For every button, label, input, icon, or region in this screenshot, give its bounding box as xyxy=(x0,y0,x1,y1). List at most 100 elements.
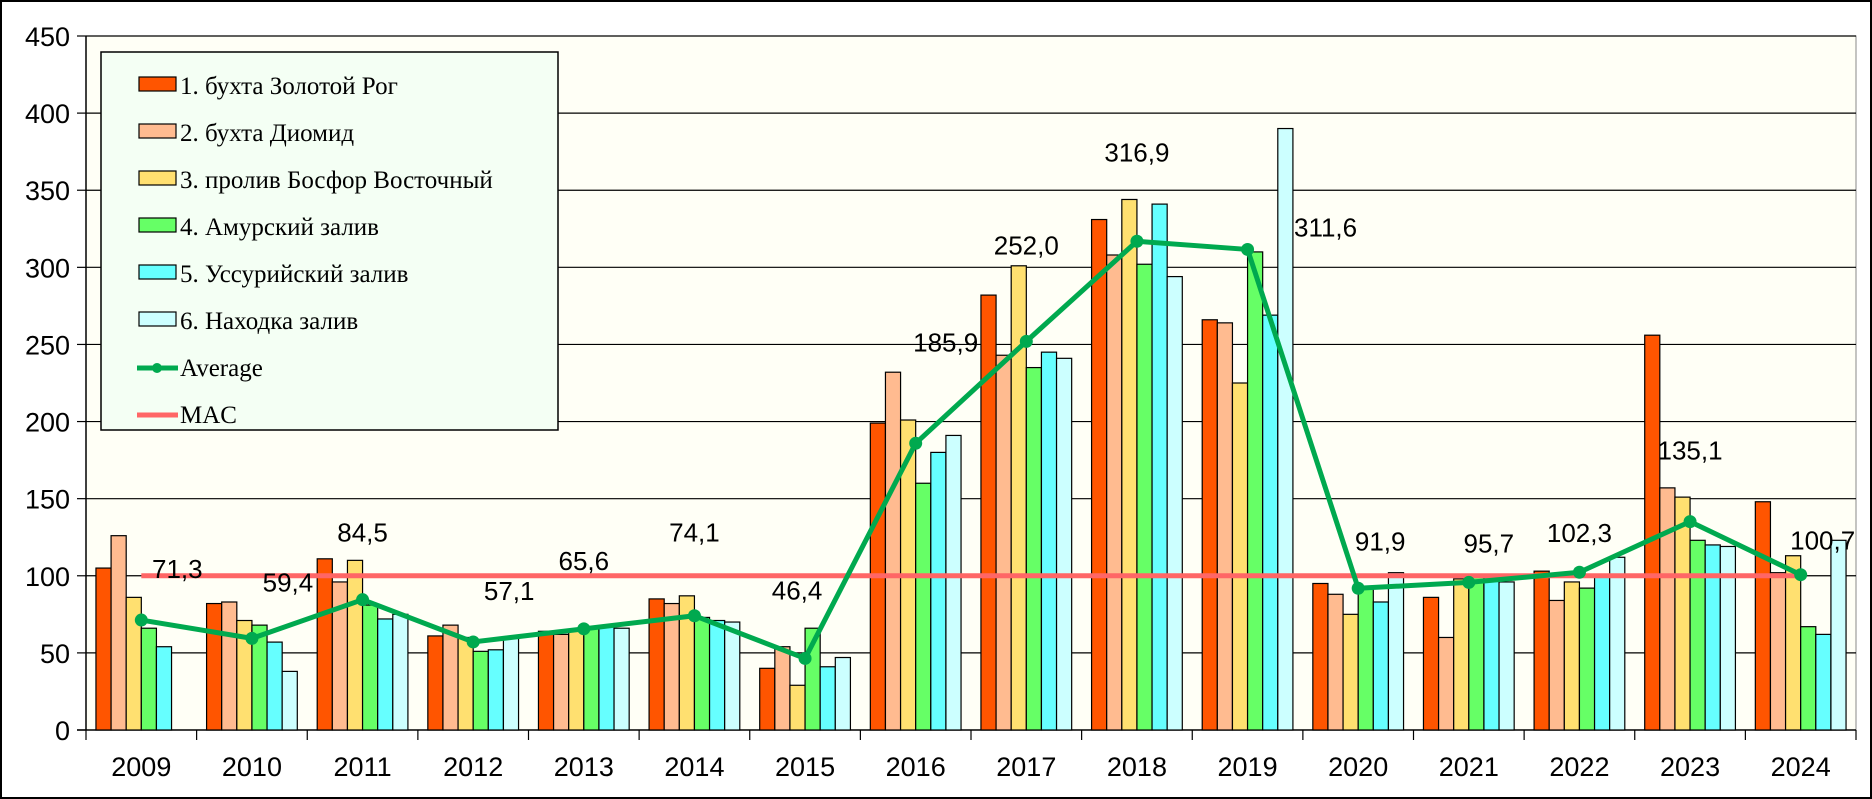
bar xyxy=(110,535,127,731)
bar xyxy=(442,624,459,731)
bar xyxy=(1719,545,1737,731)
bar xyxy=(995,354,1012,731)
average-data-label: 102,3 xyxy=(1547,518,1612,548)
bar xyxy=(377,618,394,731)
bar xyxy=(221,601,238,731)
bar xyxy=(316,558,333,731)
bar xyxy=(1121,198,1138,731)
bar xyxy=(1246,251,1264,731)
bar xyxy=(1769,572,1787,731)
bar xyxy=(1437,636,1455,731)
average-data-label: 91,9 xyxy=(1355,526,1406,556)
bar xyxy=(1578,587,1596,731)
average-point xyxy=(1241,242,1255,256)
legend-swatch xyxy=(138,264,177,280)
bar xyxy=(945,434,962,731)
average-data-label: 95,7 xyxy=(1464,528,1515,558)
legend-label: MAC xyxy=(180,402,237,429)
bar xyxy=(1548,599,1565,731)
legend-swatch xyxy=(138,76,177,92)
bar xyxy=(789,684,806,731)
data-labels-layer: 71,3 59,4 84,5 57,1 65,6 74,1 46,4 185,9 252,0 31… xyxy=(152,137,1855,606)
y-tick-label: 400 xyxy=(25,99,70,129)
average-data-label: 84,5 xyxy=(337,518,388,548)
bar xyxy=(819,666,836,731)
bar xyxy=(427,635,444,731)
bar xyxy=(1327,593,1344,731)
y-tick-label: 250 xyxy=(25,330,70,360)
average-point xyxy=(356,593,370,607)
average-line-layer xyxy=(134,234,1808,665)
bar xyxy=(1453,578,1470,731)
legend-swatch xyxy=(138,170,177,186)
average-point xyxy=(1130,234,1144,248)
bar xyxy=(1644,334,1661,731)
average-point xyxy=(134,613,148,627)
average-point xyxy=(1019,334,1033,348)
bar xyxy=(140,627,158,731)
average-point xyxy=(687,609,701,623)
bar xyxy=(708,619,726,731)
x-tick-label: 2013 xyxy=(554,752,614,782)
bar xyxy=(552,633,570,731)
bar xyxy=(1151,203,1168,731)
bar xyxy=(613,627,630,731)
bar xyxy=(980,294,997,731)
y-tick-label: 350 xyxy=(25,176,70,206)
bar xyxy=(502,636,520,731)
bar xyxy=(1090,218,1108,731)
y-tick-label: 0 xyxy=(55,716,70,746)
bar xyxy=(1830,539,1847,731)
average-data-label: 100,7 xyxy=(1790,526,1855,556)
bar xyxy=(1800,626,1817,731)
bar xyxy=(1422,596,1440,731)
bar xyxy=(1468,576,1485,731)
bar xyxy=(1166,275,1183,731)
x-tick-label: 2024 xyxy=(1771,752,1831,782)
y-tick-label: 150 xyxy=(25,485,70,515)
bar xyxy=(724,621,741,731)
bar xyxy=(1533,570,1550,731)
bar xyxy=(1498,581,1515,731)
bar xyxy=(1387,572,1405,731)
bar xyxy=(205,602,223,731)
bar xyxy=(884,371,902,731)
x-tick-label: 2016 xyxy=(886,752,946,782)
bar xyxy=(1815,633,1832,731)
average-data-label: 57,1 xyxy=(484,576,535,606)
y-tick-label: 50 xyxy=(40,639,70,669)
average-data-label: 59,4 xyxy=(263,567,314,597)
average-data-label: 65,6 xyxy=(559,546,610,576)
average-data-label: 135,1 xyxy=(1658,436,1723,466)
average-data-label: 252,0 xyxy=(994,230,1059,260)
legend-average-marker-icon xyxy=(152,363,162,373)
average-data-label: 311,6 xyxy=(1294,212,1357,242)
bar xyxy=(1659,487,1676,731)
x-tick-label: 2019 xyxy=(1218,752,1278,782)
x-tick-label: 2009 xyxy=(111,752,171,782)
x-tick-label: 2021 xyxy=(1439,752,1499,782)
bar xyxy=(1136,263,1153,731)
average-data-label: 316,9 xyxy=(1104,137,1169,167)
bar xyxy=(487,649,505,731)
bar xyxy=(693,616,711,731)
bar xyxy=(457,636,474,731)
average-data-label: 71,3 xyxy=(152,554,203,584)
legend-label: 2. бухта Диомид xyxy=(180,120,354,147)
bar xyxy=(281,670,298,731)
average-point xyxy=(1683,515,1697,529)
legend-swatch xyxy=(138,217,177,233)
bar xyxy=(598,626,615,731)
x-tick-label: 2014 xyxy=(664,752,724,782)
y-tick-label: 450 xyxy=(25,22,70,52)
bar xyxy=(930,451,947,731)
y-axis: 0 50 100 150 200 250 300 350 400 450 xyxy=(25,22,87,746)
bar xyxy=(1372,601,1390,731)
bar xyxy=(1231,382,1249,731)
legend-label: 1. бухта Золотой Рог xyxy=(180,73,398,100)
bar xyxy=(1563,581,1581,731)
bar xyxy=(1216,322,1234,731)
bar xyxy=(155,646,173,731)
bar xyxy=(583,626,600,731)
